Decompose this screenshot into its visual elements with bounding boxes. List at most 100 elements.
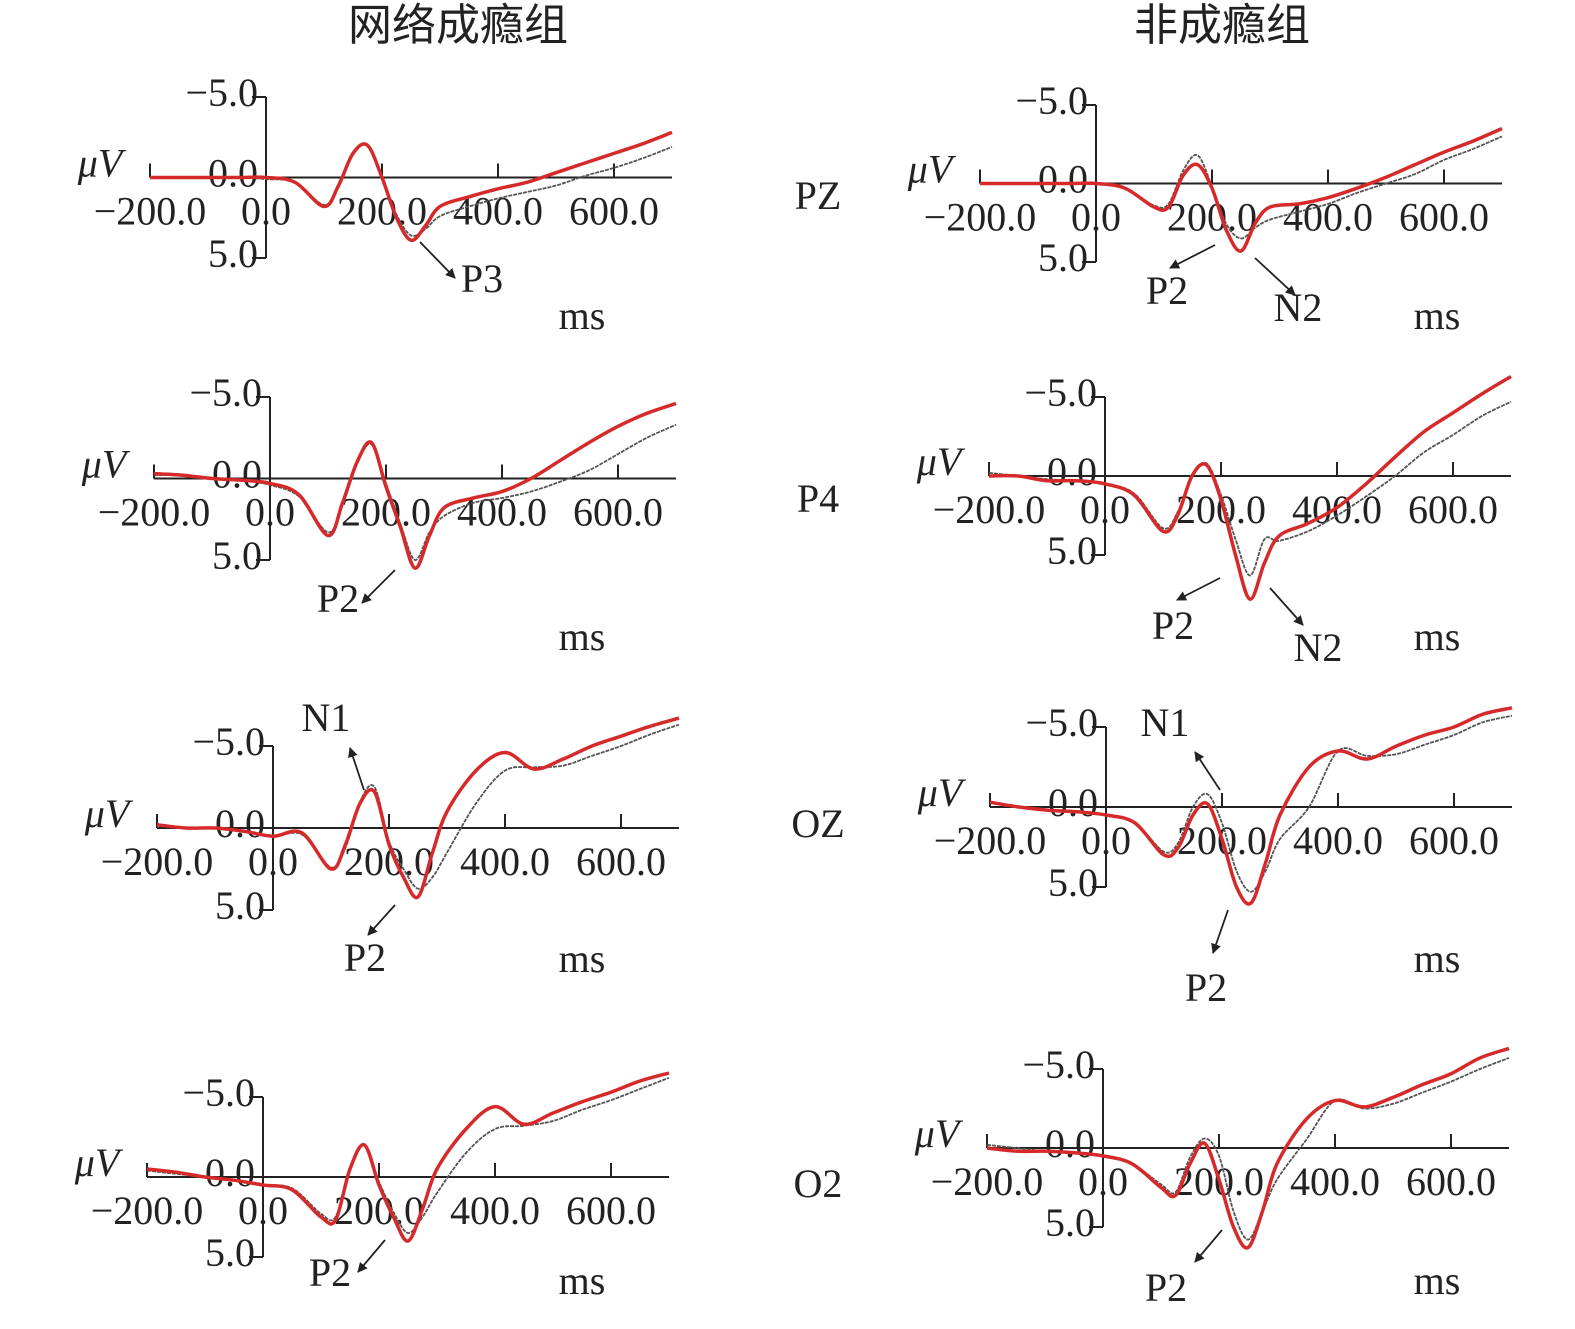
erp-line (146, 1071, 670, 1243)
x-tick-label: 200.0 (341, 490, 431, 535)
y-tick-label: 5.0 (1048, 860, 1098, 905)
y-tick-label: 5.0 (208, 231, 258, 276)
y-tick-label: −5.0 (1022, 1042, 1095, 1087)
y-tick-label: 0.0 (1045, 1121, 1095, 1166)
y-axis-label: μV (81, 442, 131, 487)
erp-line (986, 1046, 1510, 1250)
x-tick-label: −200.0 (934, 818, 1047, 863)
x-axis-label: ms (1414, 1258, 1461, 1303)
x-axis-label: ms (1414, 614, 1461, 659)
annotation-arrow (1194, 1229, 1223, 1263)
y-tick-label: 5.0 (215, 883, 265, 928)
x-axis-label: ms (559, 1258, 606, 1303)
y-tick-label: 5.0 (1045, 1200, 1095, 1245)
x-tick-label: 0.0 (1080, 487, 1130, 532)
annotation-arrow (1269, 587, 1304, 626)
x-tick-label: −200.0 (94, 189, 207, 234)
x-tick-label: 600.0 (576, 839, 666, 884)
x-tick-label: 0.0 (1081, 818, 1131, 863)
x-axis-label: ms (559, 293, 606, 338)
x-tick-label: 0.0 (248, 839, 298, 884)
y-tick-label: 0.0 (1047, 449, 1097, 494)
y-axis-label: μV (907, 147, 957, 192)
y-axis-label: μV (77, 141, 127, 186)
annotation-arrow (1169, 244, 1216, 269)
annotation-arrow (361, 569, 396, 604)
column-title: 非成瘾组 (1134, 1, 1310, 50)
y-tick-label: 5.0 (205, 1230, 255, 1275)
x-axis-label: ms (559, 936, 606, 981)
x-tick-label: 600.0 (1406, 1159, 1496, 1204)
x-tick-label: 400.0 (1293, 818, 1383, 863)
y-tick-label: 5.0 (212, 533, 262, 578)
annotation-arrow (348, 747, 365, 791)
x-tick-label: −200.0 (98, 490, 211, 535)
y-tick-label: 5.0 (1047, 528, 1097, 573)
annotation-arrow (1254, 257, 1296, 296)
x-tick-label: 400.0 (1283, 195, 1373, 240)
annotation-arrow (357, 1239, 386, 1273)
erp-line (156, 716, 680, 900)
annotation: N1 (1141, 700, 1190, 745)
y-axis-label: μV (916, 439, 966, 484)
x-tick-label: −200.0 (101, 839, 214, 884)
y-tick-label: 0.0 (212, 452, 262, 497)
x-axis-label: ms (1414, 936, 1461, 981)
y-tick-label: 0.0 (215, 801, 265, 846)
annotation-arrow (1211, 909, 1229, 954)
y-tick-label: 0.0 (1048, 780, 1098, 825)
x-tick-label: 400.0 (1290, 1159, 1380, 1204)
x-tick-label: 200.0 (334, 1188, 424, 1233)
x-tick-label: 600.0 (566, 1188, 656, 1233)
x-tick-label: 0.0 (241, 189, 291, 234)
annotation: P2 (1146, 268, 1188, 313)
row-label: OZ (791, 801, 844, 846)
x-axis-label: ms (1414, 293, 1461, 338)
annotation: P2 (1185, 965, 1227, 1010)
y-tick-label: −5.0 (1025, 700, 1098, 745)
x-tick-label: 600.0 (1399, 195, 1489, 240)
annotation: P2 (317, 576, 359, 621)
x-tick-label: 200.0 (337, 189, 427, 234)
annotation-arrow (367, 904, 396, 936)
row-label: O2 (794, 1161, 843, 1206)
x-tick-label: 400.0 (450, 1188, 540, 1233)
x-axis-label: ms (559, 614, 606, 659)
annotation: N2 (1294, 625, 1343, 670)
y-tick-label: −5.0 (1015, 78, 1088, 123)
x-tick-label: −200.0 (931, 1159, 1044, 1204)
y-axis-label: μV (914, 1111, 964, 1156)
x-tick-label: 0.0 (1078, 1159, 1128, 1204)
annotation: N1 (302, 695, 351, 740)
y-tick-label: −5.0 (1024, 370, 1097, 415)
erp-line (153, 401, 677, 570)
y-axis-label: μV (84, 791, 134, 836)
x-tick-label: 600.0 (1409, 818, 1499, 863)
y-tick-label: 5.0 (1038, 235, 1088, 280)
y-tick-label: −5.0 (189, 370, 262, 415)
annotation: P2 (309, 1250, 351, 1295)
row-label: P4 (797, 476, 839, 521)
y-tick-label: 0.0 (1038, 157, 1088, 202)
y-axis-label: μV (74, 1140, 124, 1185)
x-tick-label: 200.0 (1167, 195, 1257, 240)
y-tick-label: 0.0 (205, 1150, 255, 1195)
y-tick-label: 0.0 (208, 151, 258, 196)
x-tick-label: −200.0 (924, 195, 1037, 240)
annotation: P2 (1152, 603, 1194, 648)
x-tick-label: 0.0 (1071, 195, 1121, 240)
annotation: N2 (1274, 285, 1323, 330)
annotation-arrow (419, 241, 456, 279)
x-tick-label: 0.0 (238, 1188, 288, 1233)
x-tick-label: 400.0 (453, 189, 543, 234)
annotation: P2 (344, 935, 386, 980)
y-tick-label: −5.0 (192, 719, 265, 764)
x-tick-label: 600.0 (569, 189, 659, 234)
y-tick-label: −5.0 (185, 70, 258, 115)
y-axis-label: μV (917, 770, 967, 815)
erp-line (150, 130, 673, 243)
x-tick-label: 400.0 (460, 839, 550, 884)
annotation: P3 (461, 256, 503, 301)
annotation: P2 (1145, 1265, 1187, 1310)
annotation-arrow (1176, 577, 1221, 601)
